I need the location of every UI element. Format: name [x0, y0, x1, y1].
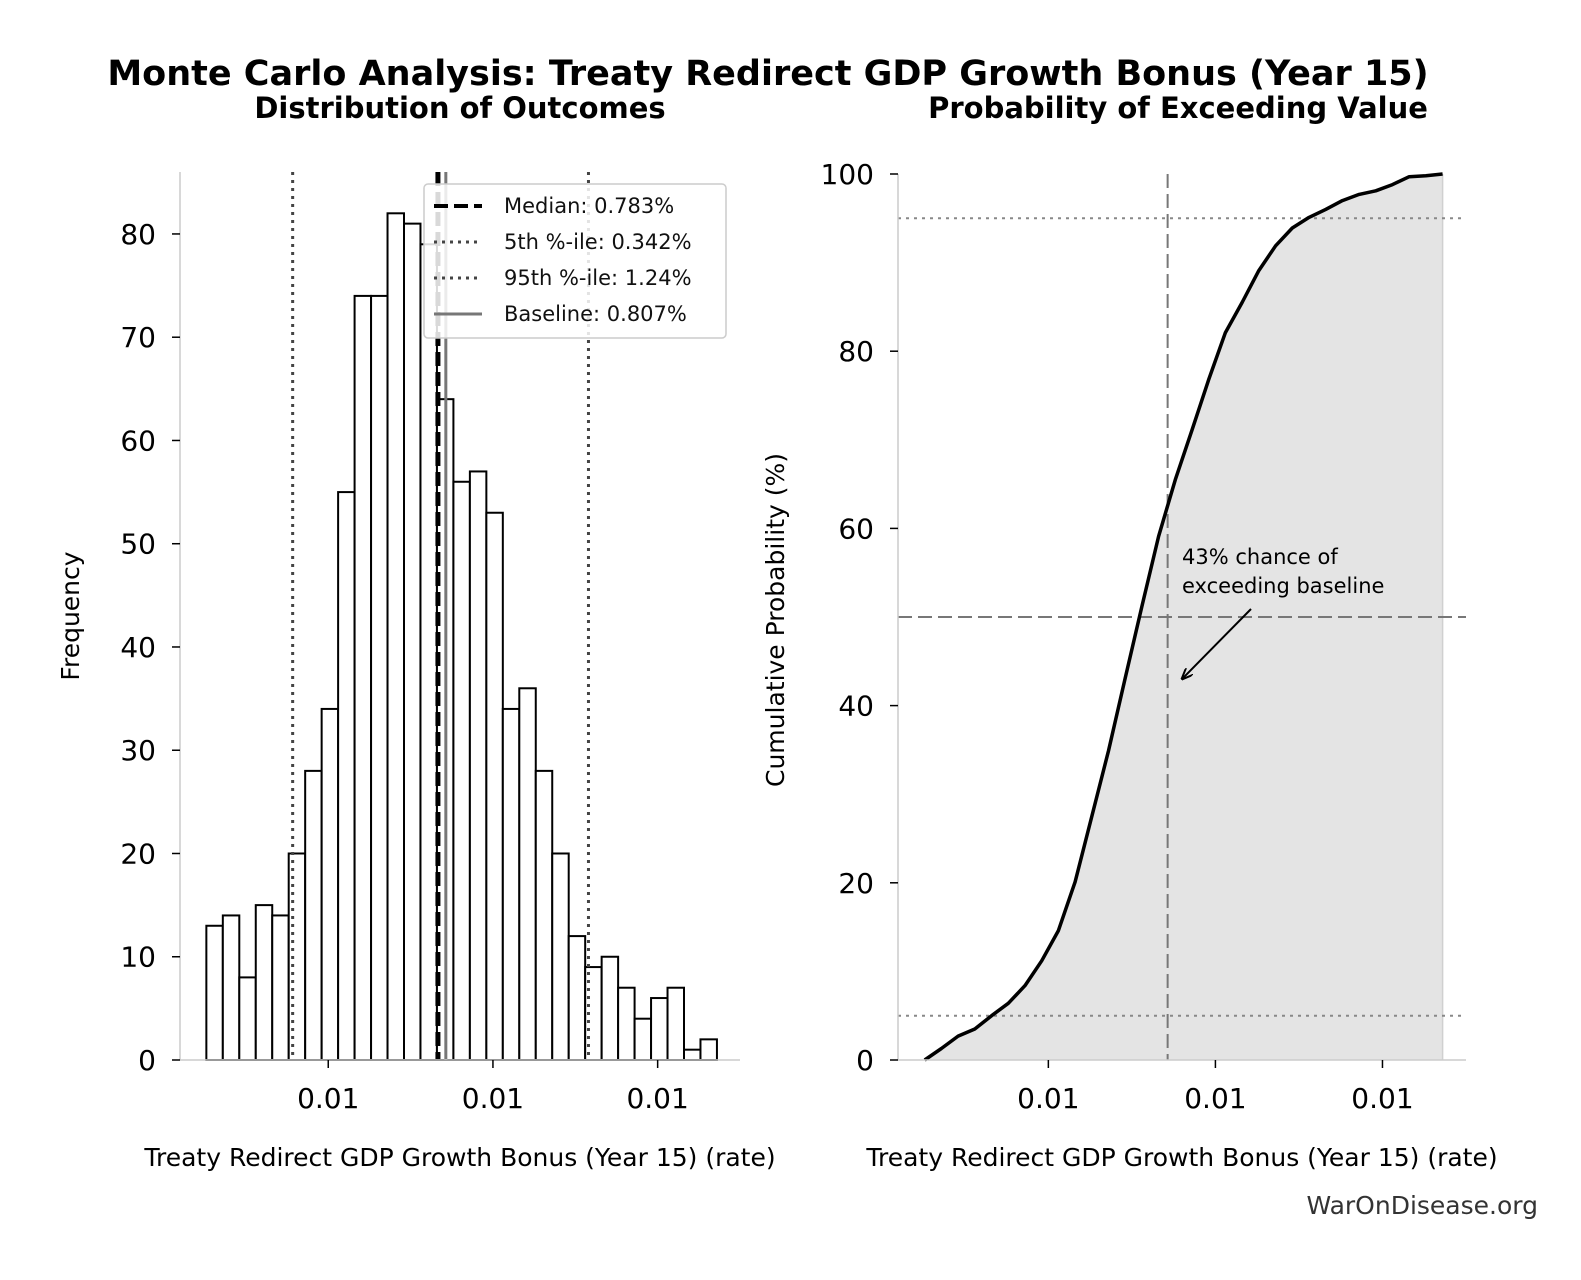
histogram-bar: [699, 1038, 718, 1062]
x-tick-label: 0.01: [297, 1082, 359, 1115]
watermark: WarOnDisease.org: [1306, 1191, 1538, 1220]
histogram-bar: [600, 955, 620, 1062]
y-tick-label: 60: [838, 512, 874, 545]
y-tick-label: 70: [120, 321, 156, 354]
y-tick-label: 20: [838, 867, 874, 900]
histogram-bar: [567, 935, 587, 1061]
y-tick-label: 100: [821, 158, 874, 191]
y-tick-label: 0: [138, 1044, 156, 1077]
histogram-bar: [370, 294, 389, 1061]
histogram-bar: [353, 294, 373, 1061]
x-tick-label: 0.01: [626, 1082, 688, 1115]
y-tick-label: 20: [120, 837, 156, 870]
histogram-bar: [304, 769, 323, 1061]
figure-title: Monte Carlo Analysis: Treaty Redirect GD…: [107, 54, 1428, 94]
histogram-bar: [320, 707, 340, 1061]
histogram-bar: [254, 904, 274, 1061]
histogram-bar: [337, 491, 356, 1061]
histogram-title: Distribution of Outcomes: [254, 91, 665, 125]
annotation-line-1: 43% chance of: [1182, 545, 1338, 569]
cdf-title: Probability of Exceeding Value: [928, 91, 1428, 125]
histogram-bar: [485, 511, 504, 1061]
histogram-bar: [403, 222, 422, 1061]
histogram-bar: [468, 470, 488, 1062]
y-tick-label: 40: [838, 690, 874, 723]
legend: Median: 0.783% 5th %-ile: 0.342% 95th %-il…: [423, 183, 727, 339]
legend-label: 5th %-ile: 0.342%: [504, 230, 692, 254]
legend-label: Median: 0.783%: [504, 194, 674, 218]
y-axis-label: Frequency: [56, 551, 85, 680]
x-axis-label: Treaty Redirect GDP Growth Bonus (Year 1…: [143, 1143, 775, 1172]
y-tick-label: 80: [838, 335, 874, 368]
histogram-panel: Distribution of Outcomes 0 10 20 30 40 50 60 70 8…: [56, 91, 776, 1172]
annotation-line-2: exceeding baseline: [1182, 574, 1384, 598]
y-tick-label: 30: [120, 734, 156, 767]
histogram-bar: [271, 914, 290, 1061]
y-tick-label: 80: [120, 218, 156, 251]
histogram-bar: [518, 687, 537, 1061]
histogram-bar: [452, 480, 471, 1061]
histogram-bar: [633, 1017, 653, 1062]
y-tick-label: 60: [120, 424, 156, 457]
x-tick-label: 0.01: [1184, 1082, 1246, 1115]
histogram-bar: [650, 997, 669, 1061]
histogram-bar: [501, 707, 521, 1061]
y-tick-label: 40: [120, 631, 156, 664]
y-axis-label: Cumulative Probability (%): [761, 453, 790, 787]
histogram-bar: [617, 986, 636, 1062]
histogram-bar: [238, 976, 257, 1061]
histogram-bar: [386, 212, 406, 1062]
annotation-arrow: [1182, 608, 1252, 679]
cdf-panel: Probability of Exceeding Value 0 20 40 60 80 1…: [761, 91, 1498, 1172]
x-tick-label: 0.01: [462, 1082, 524, 1115]
histogram-bar: [221, 914, 241, 1061]
histogram-bar: [551, 852, 570, 1061]
y-tick-label: 50: [120, 528, 156, 561]
histogram-bar: [666, 986, 686, 1062]
x-tick-label: 0.01: [1351, 1082, 1413, 1115]
histogram-bar: [683, 1048, 702, 1062]
histogram-bar: [534, 769, 554, 1061]
cdf-line: [923, 172, 1443, 1062]
x-tick-label: 0.01: [1017, 1082, 1079, 1115]
x-axis-label: Treaty Redirect GDP Growth Bonus (Year 1…: [865, 1143, 1497, 1172]
legend-label: 95th %-ile: 1.24%: [504, 266, 692, 290]
histogram-bar: [205, 924, 224, 1062]
legend-box: [423, 183, 727, 339]
legend-label: Baseline: 0.807%: [504, 302, 687, 326]
histogram-bar: [419, 243, 438, 1062]
y-tick-label: 10: [120, 941, 156, 974]
y-tick-label: 0: [856, 1044, 874, 1077]
